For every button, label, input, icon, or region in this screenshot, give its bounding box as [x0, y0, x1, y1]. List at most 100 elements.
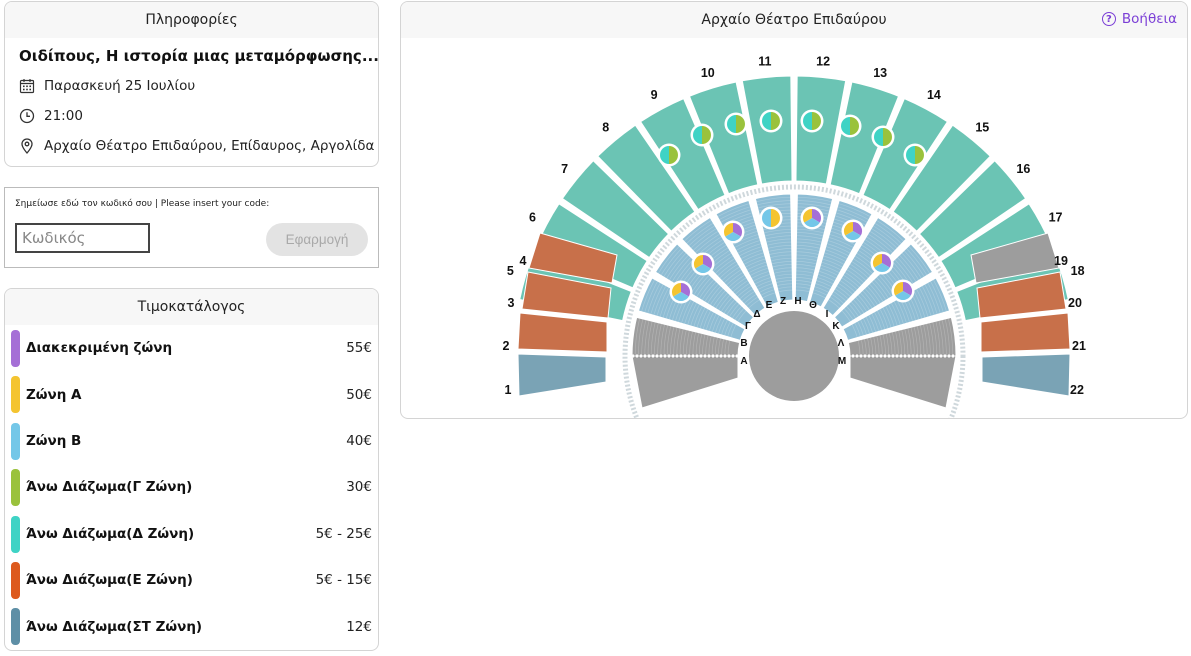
price-item: Άνω Διάζωμα(Γ Ζώνη) 30€ [5, 464, 378, 510]
upper-section-8[interactable] [597, 124, 696, 232]
lower-section-Α-front[interactable] [631, 355, 739, 409]
price-zone-name: Ζώνη Α [26, 386, 82, 403]
upper-section-2[interactable] [517, 312, 608, 353]
section-label-Ζ: Ζ [780, 296, 786, 307]
event-date-row: Παρασκευή 25 Ιουλίου [5, 71, 378, 101]
section-label-21: 21 [1072, 339, 1086, 353]
availability-marker-slice [844, 222, 853, 236]
section-label-12: 12 [816, 54, 830, 68]
info-panel: Πληροφορίες Οιδίπους, Η ιστορία μιας μετ… [4, 1, 379, 167]
upper-section-13[interactable] [829, 81, 900, 195]
lower-section-Γ[interactable] [654, 243, 755, 328]
availability-marker-slice [895, 291, 911, 300]
upper-section-22[interactable] [981, 353, 1071, 397]
section-label-11: 11 [758, 54, 771, 68]
diazoma-walkway [622, 184, 966, 418]
availability-marker-slice [703, 255, 712, 269]
seat-row-line [705, 267, 883, 357]
section-label-8: 8 [602, 121, 609, 135]
lower-section-Α[interactable] [631, 316, 741, 357]
clock-icon [19, 108, 35, 124]
section-label-18: 18 [1071, 264, 1085, 278]
price-item: Άνω Διάζωμα(Ε Ζώνη) 5€ - 15€ [5, 557, 378, 603]
lower-section-Λ[interactable] [842, 277, 951, 341]
lower-section-Δ[interactable] [681, 216, 766, 317]
section-label-Δ: Δ [753, 309, 760, 320]
price-item: Άνω Διάζωμα(Δ Ζώνη) 5€ - 25€ [5, 511, 378, 557]
event-time: 21:00 [44, 108, 83, 124]
section-label-Θ: Θ [809, 300, 817, 311]
upper-section-7[interactable] [561, 160, 670, 259]
section-label-3: 3 [508, 296, 515, 310]
availability-marker-slice [669, 146, 678, 164]
price-item: Διακεκριμένη ζώνη 55€ [5, 325, 378, 371]
help-link[interactable]: ? Βοήθεια [1101, 11, 1177, 27]
upper-section-12[interactable] [795, 75, 847, 185]
lower-section-Κ[interactable] [833, 243, 934, 328]
price-item: Ζώνη Β 40€ [5, 418, 378, 464]
upper-section-16[interactable] [918, 160, 1027, 259]
section-label-1: 1 [505, 383, 512, 397]
price-zone-name: Ζώνη Β [26, 432, 82, 449]
section-label-Ε: Ε [766, 300, 773, 311]
price-value: 40€ [346, 432, 372, 449]
upper-section-10[interactable] [688, 81, 759, 195]
price-zone-name: Άνω Διάζωμα(Δ Ζώνη) [26, 525, 195, 542]
price-value: 5€ - 25€ [315, 525, 372, 542]
price-list-header: Τιμοκατάλογος [5, 289, 378, 325]
section-label-7: 7 [561, 162, 568, 176]
price-list: Διακεκριμένη ζώνη 55€ Ζώνη Α 50€ Ζώνη Β 40€ Άν… [5, 325, 378, 650]
availability-marker-slice [724, 223, 733, 237]
price-zone-name: Άνω Διάζωμα(Γ Ζώνη) [26, 479, 193, 496]
price-value: 50€ [346, 386, 372, 403]
lower-section-Β[interactable] [637, 277, 746, 341]
upper-section-21[interactable] [980, 312, 1071, 353]
upper-section-20[interactable] [976, 271, 1067, 319]
availability-marker-slice [803, 209, 812, 223]
availability-marker-slice [873, 254, 882, 268]
availability-marker-slice [771, 209, 780, 227]
upper-section-4[interactable] [528, 232, 618, 284]
price-color-bar [11, 330, 20, 367]
section-label-Β: Β [740, 338, 747, 349]
lower-section-Ι[interactable] [822, 216, 907, 317]
promo-code-input[interactable] [15, 223, 150, 253]
help-label: Βοήθεια [1121, 11, 1177, 27]
section-label-Λ: Λ [838, 338, 845, 349]
upper-section-6[interactable] [535, 203, 648, 289]
upper-section-9[interactable] [639, 98, 726, 211]
price-value: 5€ - 15€ [315, 572, 372, 589]
price-zone-name: Άνω Διάζωμα(Ε Ζώνη) [26, 572, 193, 589]
upper-section-19[interactable] [970, 232, 1060, 284]
availability-marker-slice [660, 146, 669, 164]
section-label-5: 5 [507, 264, 514, 278]
upper-section-1[interactable] [517, 353, 607, 397]
availability-marker-slice [803, 112, 812, 130]
section-label-14: 14 [927, 88, 941, 102]
seat-row-line [711, 273, 877, 357]
seat-row-line [698, 260, 890, 357]
section-label-Μ: Μ [838, 356, 846, 367]
availability-marker-slice [903, 282, 912, 296]
availability-marker-slice [693, 126, 702, 144]
upper-section-3[interactable] [521, 271, 612, 319]
promo-code-box: Σημείωσε εδώ τον κωδικό σου | Please ins… [4, 187, 379, 268]
price-value: 55€ [346, 340, 372, 357]
availability-marker-slice [804, 218, 820, 227]
promo-code-label: Σημείωσε εδώ τον κωδικό σου | Please ins… [15, 199, 270, 209]
section-label-22: 22 [1070, 383, 1084, 397]
availability-marker-slice [915, 146, 924, 164]
calendar-icon [19, 79, 35, 94]
section-label-10: 10 [701, 66, 715, 80]
section-label-17: 17 [1049, 210, 1063, 224]
availability-marker-slice [694, 255, 703, 269]
lower-section-Μ-front[interactable] [849, 355, 957, 409]
upper-section-15[interactable] [892, 124, 991, 232]
price-item: Ζώνη Α 50€ [5, 371, 378, 417]
availability-marker-slice [673, 292, 689, 301]
availability-marker-slice [894, 282, 903, 296]
price-value: 30€ [346, 479, 372, 496]
apply-code-button[interactable]: Εφαρμογή [266, 223, 368, 256]
upper-section-17[interactable] [940, 203, 1053, 289]
